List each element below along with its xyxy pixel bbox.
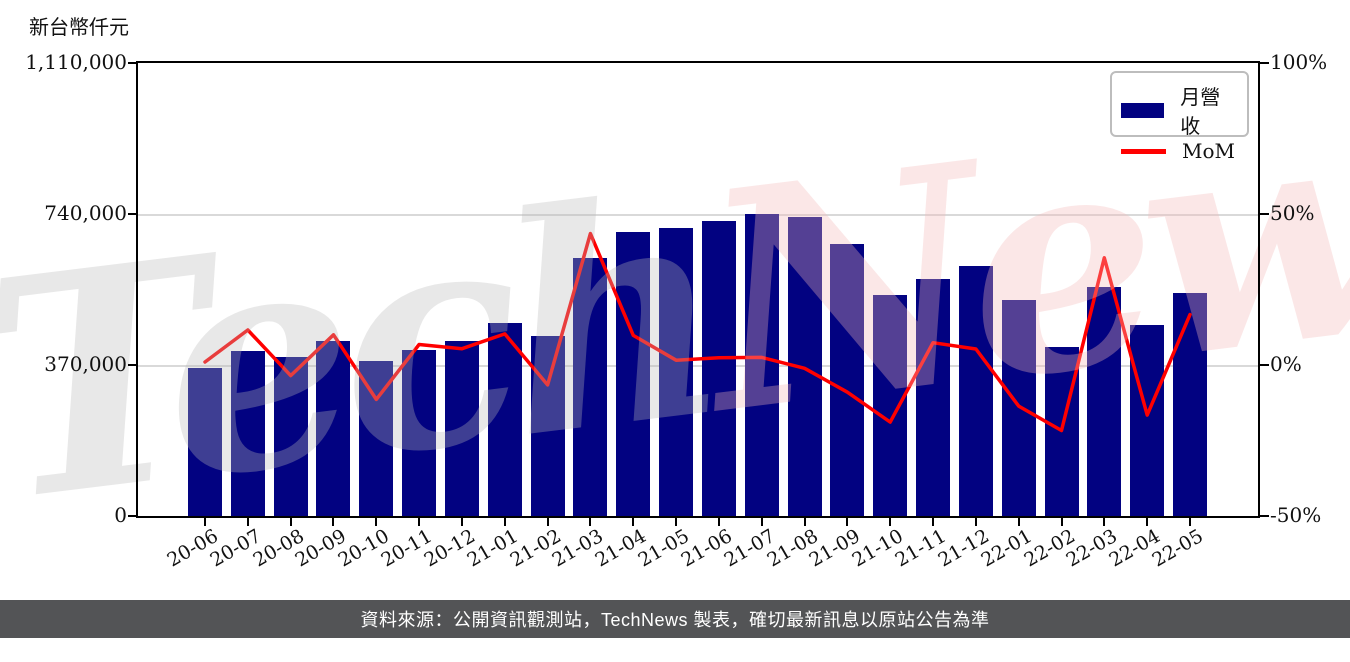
left-axis-title: 新台幣仟元 <box>29 17 129 39</box>
mom-line <box>203 231 1192 433</box>
x-tick-21-06 <box>717 517 720 526</box>
left-tick-label-1,110,000: 1,110,000 <box>25 50 127 74</box>
bar-21-04 <box>616 232 651 516</box>
x-tick-20-10 <box>375 517 378 526</box>
mom-line-swatch <box>1121 148 1166 154</box>
x-tick-20-11 <box>418 517 421 526</box>
x-tick-22-05 <box>1188 517 1191 526</box>
x-tick-21-11 <box>932 517 935 526</box>
bar-22-04 <box>1130 325 1165 516</box>
x-tick-22-04 <box>1146 517 1149 526</box>
legend-mom-label: MoM <box>1182 139 1235 163</box>
bar-21-03 <box>573 257 608 516</box>
bar-22-03 <box>1087 287 1122 516</box>
right-tick-label-0%: 0% <box>1270 352 1302 376</box>
right-tick-50% <box>1259 213 1269 215</box>
x-tick-20-08 <box>289 517 292 526</box>
left-tick-label-370,000: 370,000 <box>44 352 127 376</box>
left-tick-370,000 <box>128 364 138 366</box>
bar-20-07 <box>230 351 265 516</box>
left-tick-0 <box>128 515 138 517</box>
source-footer: 資料來源：公開資訊觀測站，TechNews 製表，確切最新訊息以原站公告為準 <box>0 600 1350 638</box>
bar-22-05 <box>1172 293 1207 516</box>
x-tick-21-01 <box>503 517 506 526</box>
x-tick-20-07 <box>246 517 249 526</box>
right-tick-label-100%: 100% <box>1270 50 1328 74</box>
x-tick-21-09 <box>846 517 849 526</box>
source-footer-text: 資料來源：公開資訊觀測站，TechNews 製表，確切最新訊息以原站公告為準 <box>360 610 990 630</box>
bar-21-01 <box>487 323 522 516</box>
legend-revenue-label: 月營收 <box>1180 85 1221 138</box>
bar-21-07 <box>744 213 779 516</box>
x-tick-21-02 <box>546 517 549 526</box>
left-tick-1,110,000 <box>128 62 138 64</box>
bar-21-06 <box>701 220 736 516</box>
x-tick-21-12 <box>974 517 977 526</box>
x-tick-21-08 <box>803 517 806 526</box>
right-tick-0% <box>1259 364 1269 366</box>
x-tick-21-05 <box>675 517 678 526</box>
bar-21-11 <box>916 278 951 516</box>
x-tick-22-02 <box>1060 517 1063 526</box>
x-tick-20-06 <box>204 517 206 526</box>
plot-area <box>138 63 1258 516</box>
bar-20-09 <box>316 340 351 516</box>
right-tick--50% <box>1259 515 1269 517</box>
bar-20-12 <box>444 341 479 516</box>
left-tick-label-0: 0 <box>114 503 127 527</box>
x-tick-22-01 <box>1017 517 1020 526</box>
right-tick-100% <box>1259 62 1269 64</box>
bar-21-10 <box>873 295 908 516</box>
legend-item-mom: MoM <box>1121 139 1238 163</box>
bar-20-11 <box>402 350 437 516</box>
bar-20-06 <box>188 368 222 516</box>
x-tick-21-04 <box>632 517 635 526</box>
right-tick-label-50%: 50% <box>1270 201 1315 225</box>
x-tick-20-12 <box>460 517 463 526</box>
bar-21-02 <box>530 336 565 516</box>
gridline-740,000 <box>138 214 1258 216</box>
mom-line-layer <box>203 231 1192 433</box>
gridline-370,000 <box>138 365 1258 367</box>
left-tick-label-740,000: 740,000 <box>44 201 127 225</box>
revenue-bar-swatch <box>1121 102 1165 118</box>
x-tick-20-09 <box>332 517 335 526</box>
left-tick-740,000 <box>128 213 138 215</box>
x-tick-21-10 <box>889 517 892 526</box>
bar-21-12 <box>958 266 993 516</box>
x-tick-22-03 <box>1103 517 1106 526</box>
x-tick-21-03 <box>589 517 592 526</box>
right-tick-label--50%: -50% <box>1270 503 1322 527</box>
bar-20-08 <box>273 356 308 516</box>
legend: 月營收 MoM <box>1110 71 1249 163</box>
legend-item-revenue: 月營收 <box>1121 81 1238 139</box>
bar-21-09 <box>830 243 865 516</box>
bar-21-05 <box>659 227 694 516</box>
x-tick-21-07 <box>760 517 763 526</box>
